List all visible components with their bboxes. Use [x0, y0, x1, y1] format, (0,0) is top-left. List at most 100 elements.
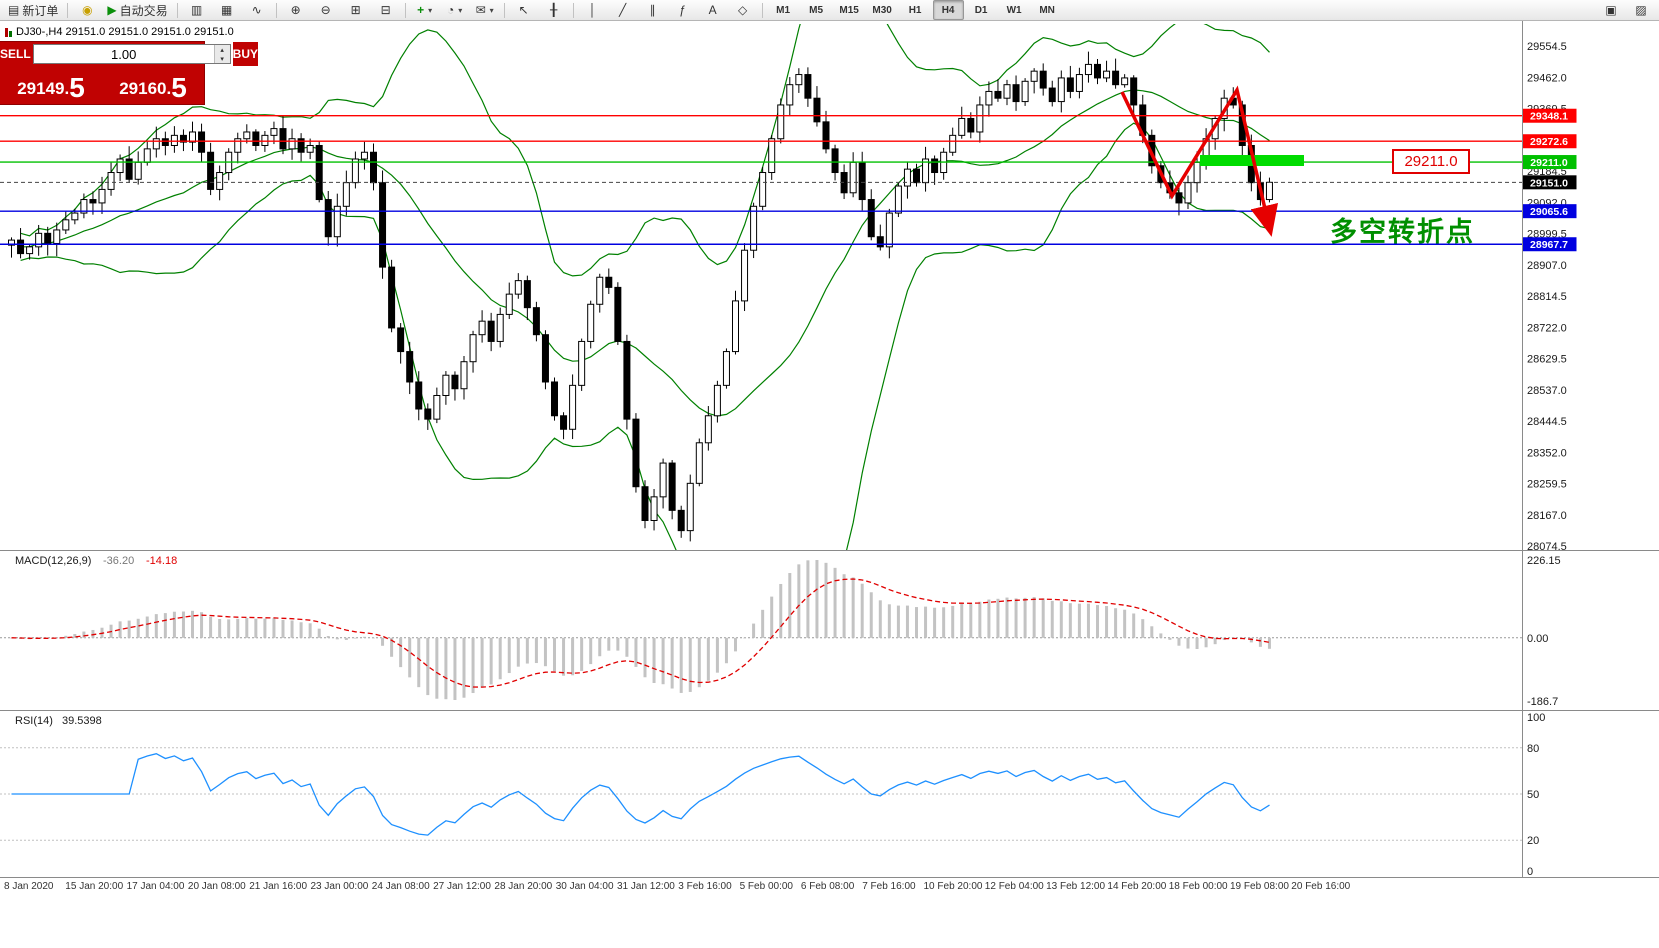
macd-histogram-bar — [1204, 637, 1208, 648]
volume-up-button[interactable]: ▴ — [220, 46, 224, 54]
candle — [1184, 182, 1192, 204]
candle — [243, 131, 251, 140]
dropdown-caret-icon: ▾ — [458, 5, 463, 15]
buy-price-big-digit: 5 — [171, 72, 187, 103]
macd-histogram-bar — [136, 618, 140, 638]
cascade-windows-button[interactable]: ⊟ — [372, 0, 400, 20]
macd-histogram-bar — [353, 637, 357, 639]
tile-windows-button[interactable]: ⊞ — [342, 0, 370, 20]
candle — [750, 205, 758, 251]
timeframe-w1-button[interactable]: W1 — [1006, 4, 1022, 16]
candle — [795, 74, 803, 86]
candle — [523, 280, 531, 309]
add-indicator-button[interactable]: + ▾ — [411, 0, 439, 20]
macd-signal-line — [11, 578, 1270, 688]
zoom-out-button[interactable]: ⊖ — [312, 0, 340, 20]
time-axis-label: 12 Feb 04:00 — [985, 881, 1044, 892]
macd-histogram-bar — [987, 599, 991, 638]
candle — [1121, 77, 1129, 86]
macd-histogram-bar — [933, 607, 937, 638]
style-button[interactable]: ▨ — [1627, 0, 1655, 20]
candle — [478, 320, 486, 336]
price-level-callout[interactable]: 29211.0 — [1392, 149, 1470, 174]
candle — [152, 138, 160, 150]
candle — [1175, 192, 1183, 204]
timeframe-m15-button[interactable]: M15 — [839, 4, 859, 16]
sell-price[interactable]: 29149. 5 — [0, 66, 102, 104]
expert-advisors-button[interactable]: ◉ — [73, 0, 101, 20]
candle — [342, 182, 350, 207]
trendline-button[interactable]: ╱ — [609, 0, 637, 20]
macd-histogram-bar — [1114, 608, 1118, 638]
candle — [858, 161, 866, 201]
macd-histogram-bar — [670, 637, 674, 689]
current-price-label: 29151.0 — [1530, 177, 1568, 189]
turning-point-text[interactable]: 多空转折点 — [1330, 217, 1475, 247]
candle — [143, 148, 151, 163]
volume-down-button[interactable]: ▾ — [220, 55, 224, 63]
price-scale-label: 28259.5 — [1527, 479, 1567, 491]
macd-histogram-bar — [942, 607, 946, 638]
crosshair-button[interactable]: ╂ — [540, 0, 568, 20]
tile-windows-icon: ⊞ — [350, 3, 361, 17]
time-axis-label: 20 Jan 08:00 — [188, 881, 246, 892]
macd-histogram-bar — [1231, 637, 1235, 638]
macd-histogram-bar — [734, 637, 737, 652]
time-axis-label: 8 Jan 2020 — [4, 881, 54, 892]
candlestick-chart-button[interactable]: ▦ — [213, 0, 241, 20]
macd-histogram-bar — [598, 637, 602, 657]
timeframe-mn-button[interactable]: MN — [1039, 4, 1055, 16]
volume-input[interactable] — [33, 45, 214, 63]
channel-button[interactable]: ∥ — [639, 0, 667, 20]
candle — [288, 138, 296, 150]
bar-chart-button[interactable]: ▥ — [183, 0, 211, 20]
macd-histogram-bar — [516, 637, 520, 667]
macd-histogram-bar — [191, 610, 194, 638]
macd-histogram-bar — [145, 616, 149, 638]
macd-histogram-bar — [580, 637, 584, 671]
cursor-button[interactable]: ↖ — [510, 0, 538, 20]
time-axis-label: 15 Jan 20:00 — [65, 881, 123, 892]
macd-histogram-bar — [1168, 637, 1172, 640]
candle — [415, 381, 423, 410]
timeframe-h1-button[interactable]: H1 — [908, 4, 922, 16]
text-label-button[interactable]: A — [699, 0, 727, 20]
timeframe-m5-button[interactable]: M5 — [809, 4, 824, 16]
candle — [541, 334, 549, 383]
buy-price[interactable]: 29160. 5 — [102, 66, 204, 104]
macd-histogram-bar — [1177, 637, 1181, 646]
macd-histogram-bar — [815, 560, 819, 638]
symbol-ohlc-readout: DJ30-,H4 29151.0 29151.0 29151.0 29151.0 — [16, 26, 234, 38]
candle — [596, 276, 604, 305]
macd-histogram-bar — [435, 637, 439, 699]
time-axis-label: 17 Jan 04:00 — [127, 881, 185, 892]
trend-arrow[interactable] — [1120, 85, 1279, 237]
macd-histogram-bar — [679, 637, 683, 693]
time-axis-label: 20 Feb 16:00 — [1291, 881, 1350, 892]
line-chart-button[interactable]: ∿ — [243, 0, 271, 20]
bar-chart-icon: ▥ — [190, 3, 203, 17]
fibonacci-button[interactable]: ƒ — [669, 0, 697, 20]
autotrade-button[interactable]: ▶ 自动交易 — [103, 0, 171, 20]
new-order-button[interactable]: ▤ 新订单 — [4, 0, 62, 20]
candle — [1003, 84, 1011, 99]
separator — [176, 2, 178, 18]
price-tag — [1522, 108, 1577, 123]
timeframe-m30-button[interactable]: M30 — [872, 4, 892, 16]
candle — [379, 182, 387, 268]
candle — [1075, 74, 1083, 92]
sell-button[interactable]: SELL — [0, 42, 31, 66]
timeframe-m1-button[interactable]: M1 — [776, 4, 791, 16]
symbol-header: DJ30-,H4 29151.0 29151.0 29151.0 29151.0 — [5, 26, 234, 38]
window-button[interactable]: ▣ — [1597, 0, 1625, 20]
buy-button[interactable]: BUY — [232, 42, 259, 66]
timeframe-h4-button[interactable]: H4 — [932, 0, 964, 20]
template-button[interactable]: ✉ ▾ — [471, 0, 499, 20]
vertical-line-button[interactable]: │ — [579, 0, 607, 20]
timeframe-d1-button[interactable]: D1 — [974, 4, 988, 16]
shapes-button[interactable]: ◇ — [729, 0, 757, 20]
candle — [1265, 181, 1273, 201]
period-button[interactable]: ◔ ▾ — [441, 0, 469, 20]
zoom-in-button[interactable]: ⊕ — [282, 0, 310, 20]
